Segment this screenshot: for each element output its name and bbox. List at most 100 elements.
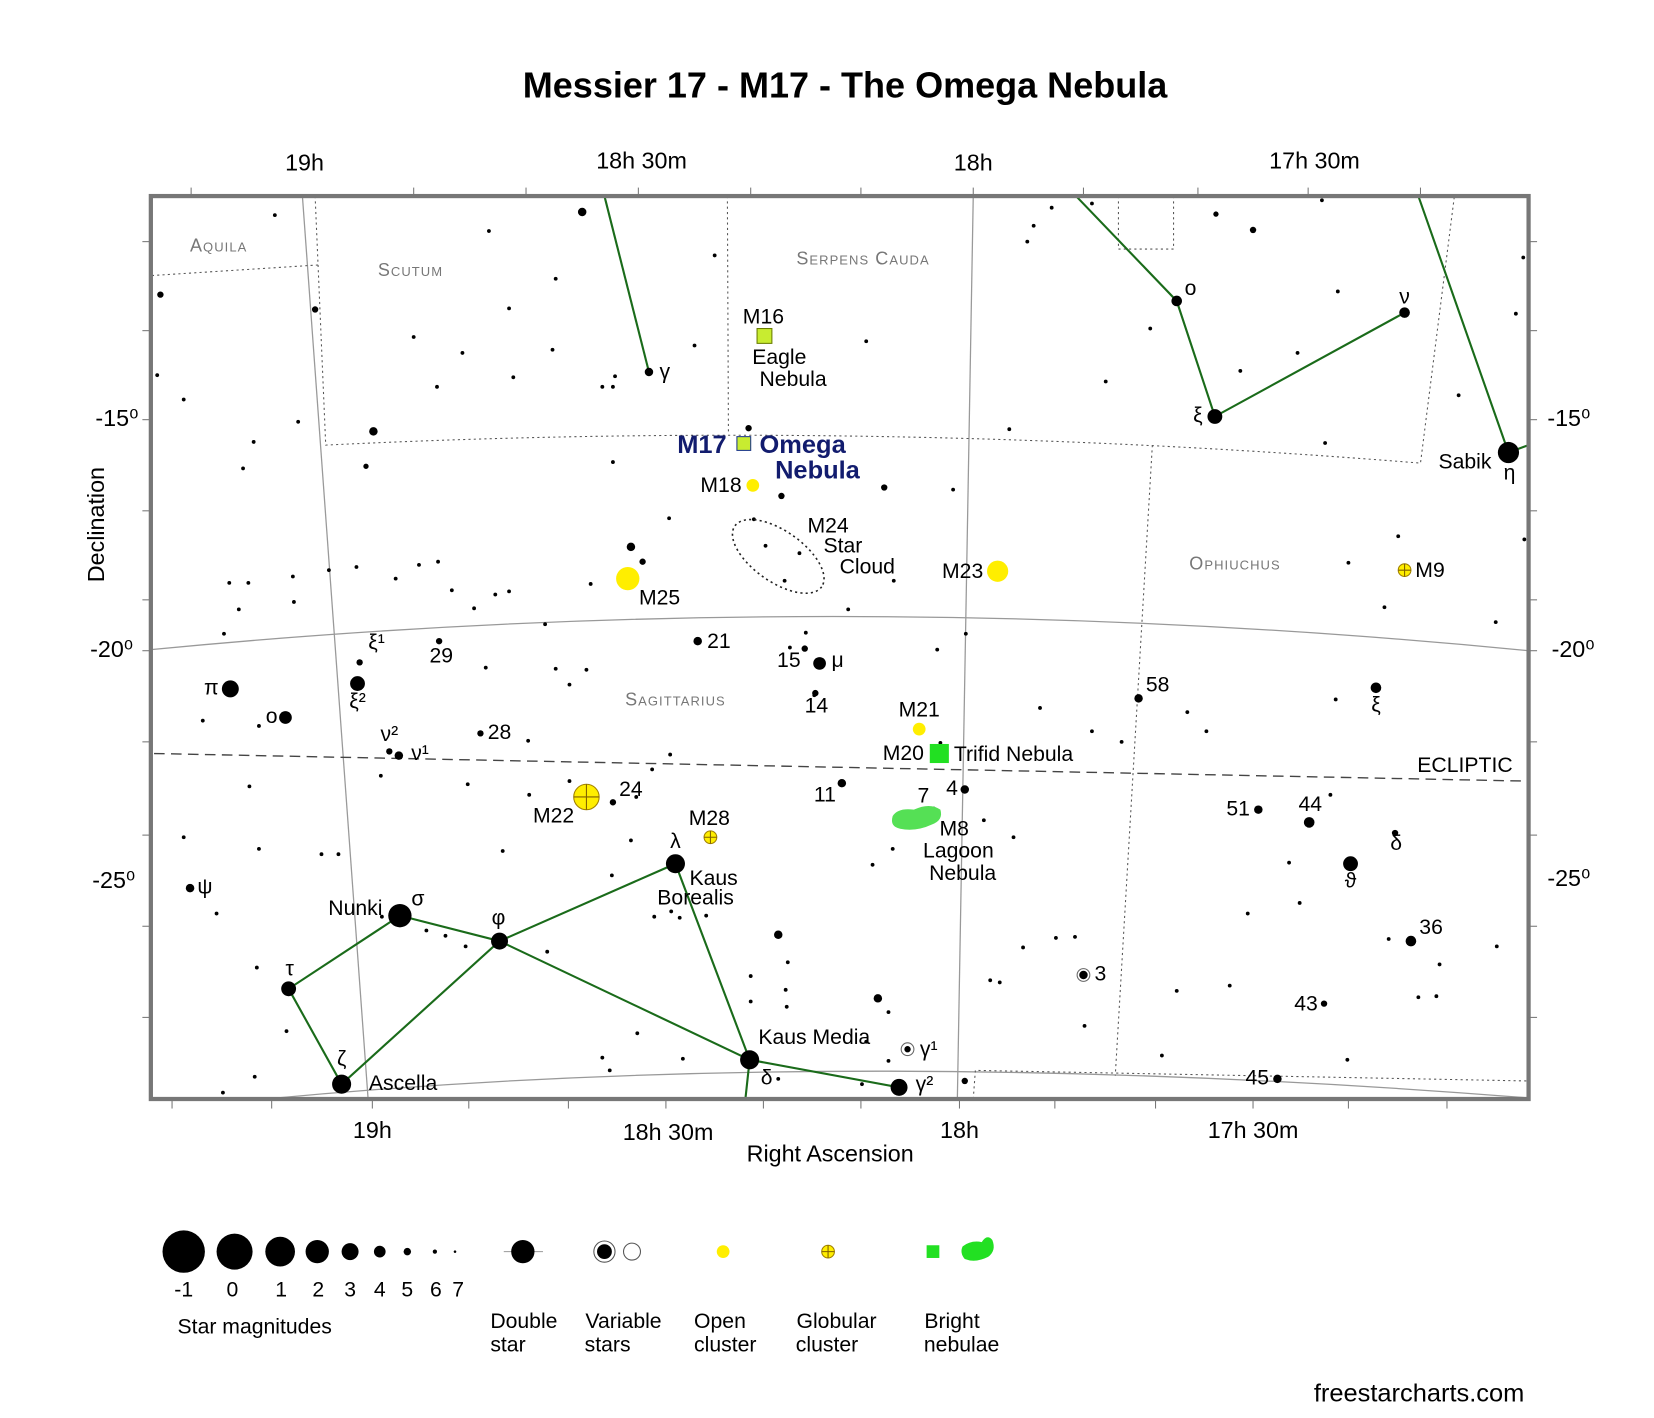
star: [1011, 835, 1016, 840]
magnitude-scale: -1 0 1 2 3 4 5 6 7: [162, 1230, 464, 1301]
star: [904, 1046, 911, 1053]
object-description: Nebula: [929, 862, 996, 885]
magnitude-dot: [403, 1247, 412, 1256]
object-name: M8: [939, 817, 968, 840]
star: [712, 253, 717, 258]
star: [319, 852, 324, 857]
star-label: δ: [761, 1066, 773, 1089]
star: [1437, 962, 1442, 967]
star: [1522, 537, 1527, 542]
legend-nebula-square: [926, 1245, 940, 1258]
star: [500, 849, 505, 853]
star: [1323, 441, 1328, 445]
right-axis-label: -25⁰: [1547, 865, 1590, 891]
object-name: M21: [899, 699, 940, 722]
magnitude-label: 1: [275, 1278, 287, 1301]
star: [1456, 393, 1461, 398]
star: [221, 1090, 225, 1095]
star: [311, 306, 319, 313]
star: [870, 862, 875, 867]
legend-open-cluster: [716, 1245, 730, 1258]
legend-variable-star-faint: [622, 1242, 642, 1261]
star: [332, 1074, 352, 1094]
star: [252, 1074, 257, 1079]
star: [704, 913, 709, 918]
star: [1405, 935, 1417, 947]
star: [1273, 1074, 1282, 1084]
grid: [150, 196, 1529, 1100]
star: [246, 580, 251, 585]
star: [680, 1056, 685, 1061]
star: [935, 647, 940, 652]
star: [1521, 255, 1526, 260]
star-label: 51: [1226, 797, 1250, 820]
constellation-line: [1075, 195, 1406, 419]
star: [247, 784, 252, 789]
star: [241, 466, 245, 471]
star: [487, 229, 491, 233]
left-axis-label: -20⁰: [90, 636, 133, 662]
star: [257, 846, 261, 851]
star: [1238, 369, 1243, 373]
object-name: M24: [807, 514, 848, 537]
star: [677, 915, 682, 920]
legend-title: Star magnitudes: [178, 1316, 332, 1339]
star: [279, 711, 292, 724]
star: [449, 588, 454, 593]
star: [1227, 983, 1232, 988]
star: [292, 600, 296, 604]
star: [626, 542, 636, 552]
object-description: Eagle: [752, 346, 806, 369]
star: [354, 565, 359, 569]
star: [837, 778, 847, 788]
star-label: 3: [1095, 963, 1107, 986]
bottom-axis-label: 19h: [353, 1117, 392, 1143]
star: [873, 994, 883, 1003]
star-label: Nunki: [328, 897, 382, 920]
star: [460, 351, 465, 355]
star-label: γ²: [916, 1073, 934, 1096]
x-axis-title: Right Ascension: [747, 1140, 914, 1166]
star-label: 36: [1419, 916, 1443, 939]
star: [443, 933, 448, 938]
star-label: η: [1504, 461, 1516, 484]
star: [803, 630, 808, 635]
star: [1038, 706, 1042, 710]
top-axis-label: 18h: [954, 149, 993, 175]
star-label: λ: [670, 830, 681, 853]
star: [284, 1029, 289, 1034]
star: [200, 718, 205, 723]
star: [1386, 937, 1391, 941]
variable-ring: [900, 1042, 915, 1057]
star: [1370, 682, 1382, 694]
chart-frame: [148, 193, 1531, 1102]
star: [1103, 379, 1108, 384]
star: [1207, 409, 1223, 424]
star: [951, 487, 956, 492]
y-axis-title: Declination: [83, 467, 109, 582]
star: [1328, 792, 1333, 797]
star-label: Ascella: [369, 1072, 438, 1095]
m25-marker: [616, 566, 640, 591]
star-label: 43: [1294, 992, 1318, 1015]
star: [379, 914, 384, 919]
star: [1297, 901, 1302, 905]
star: [667, 516, 671, 521]
ra-line: [956, 196, 974, 1100]
star-label: ξ¹: [368, 631, 385, 654]
object-name: M9: [1415, 559, 1444, 582]
star-label: 58: [1146, 673, 1170, 696]
magnitude-dot: [453, 1250, 457, 1253]
legend-label: Variable: [585, 1310, 661, 1333]
star: [567, 779, 572, 783]
star: [463, 944, 468, 949]
deep-sky-objects: [573, 328, 1412, 845]
star: [1320, 1000, 1328, 1007]
star: [1249, 226, 1257, 234]
star: [1416, 995, 1421, 1000]
object-description: Trifid Nebula: [954, 743, 1074, 766]
star: [417, 562, 421, 567]
star: [1493, 620, 1498, 625]
star-label: Kaus: [689, 867, 737, 890]
